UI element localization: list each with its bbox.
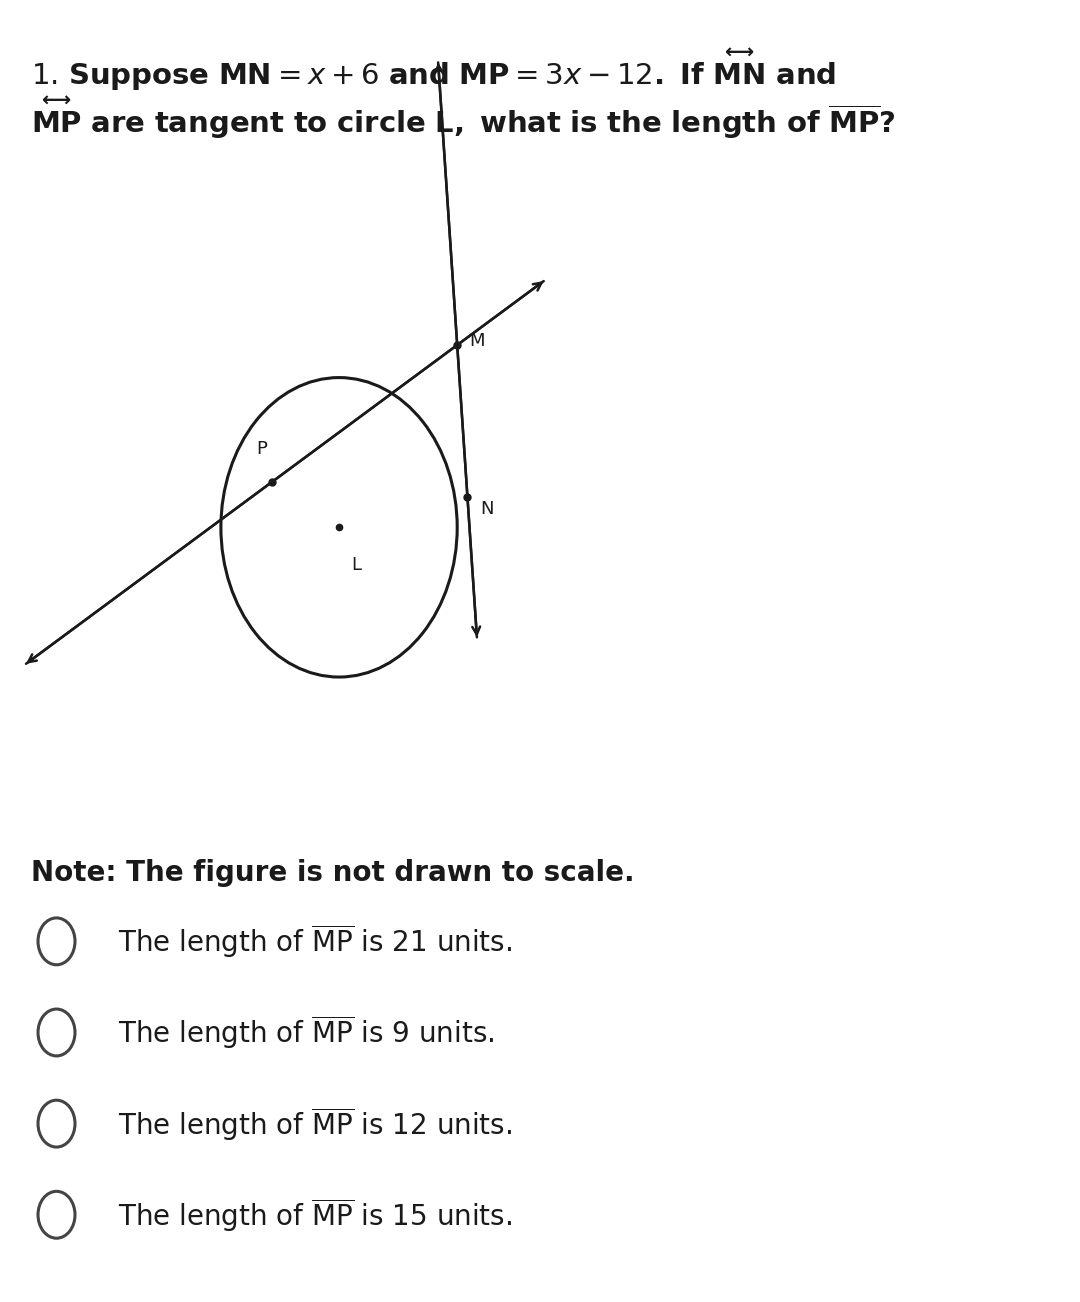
Text: $\mathbf{\overset{\longleftrightarrow}{MP}\ are\ tangent\ to\ circle\ L,\ what\ : $\mathbf{\overset{\longleftrightarrow}{M… [31, 94, 895, 142]
Text: 1. $\mathbf{Suppose\ MN} = x + 6\ \mathbf{and\ MP} = 3x - 12\mathbf{.\ If\ \over: 1. $\mathbf{Suppose\ MN} = x + 6\ \mathb… [31, 46, 836, 94]
Text: N: N [480, 500, 494, 518]
Text: The length of $\overline{\mathrm{MP}}$ is 12 units.: The length of $\overline{\mathrm{MP}}$ i… [118, 1104, 512, 1143]
Text: M: M [470, 332, 485, 350]
Text: The length of $\overline{\mathrm{MP}}$ is 15 units.: The length of $\overline{\mathrm{MP}}$ i… [118, 1195, 512, 1234]
Text: The length of $\overline{\mathrm{MP}}$ is 9 units.: The length of $\overline{\mathrm{MP}}$ i… [118, 1013, 495, 1052]
Text: The length of $\overline{\mathrm{MP}}$ is 21 units.: The length of $\overline{\mathrm{MP}}$ i… [118, 922, 512, 961]
Text: P: P [256, 440, 267, 458]
Text: L: L [351, 556, 362, 574]
Text: Note: The figure is not drawn to scale.: Note: The figure is not drawn to scale. [31, 859, 634, 888]
